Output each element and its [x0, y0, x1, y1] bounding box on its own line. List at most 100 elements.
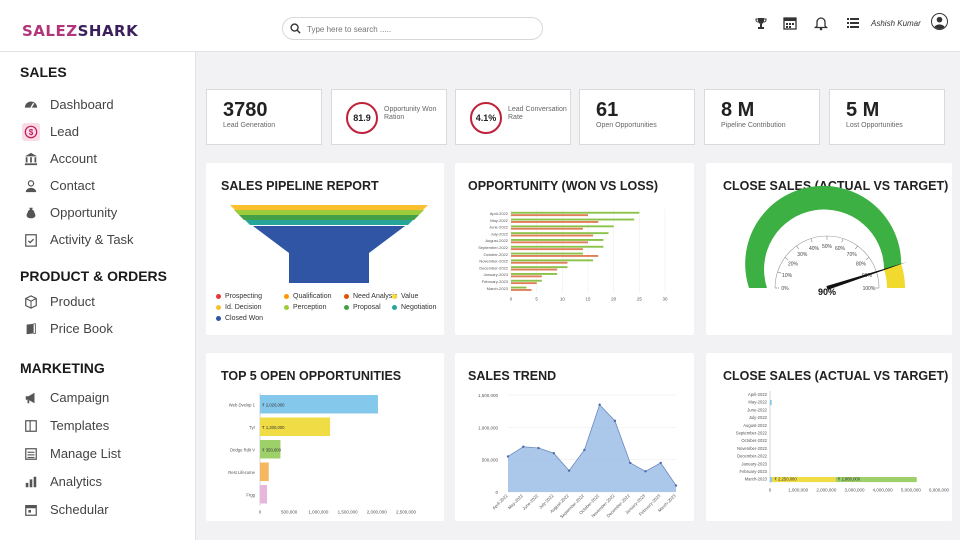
gauge-tick-label: 100%: [863, 286, 876, 292]
x-tick-label: 2,000,000: [816, 487, 837, 492]
card-title: CLOSE SALES (ACTUAL VS TARGET): [723, 179, 949, 193]
y-tick-label: Rest Lifecome: [228, 470, 255, 475]
x-tick-label: 1,500,000: [338, 510, 359, 515]
bar: [511, 273, 558, 275]
sidebar-item-campaign[interactable]: Campaign: [22, 388, 187, 408]
bar: [511, 234, 594, 237]
gauge-card: CLOSE SALES (ACTUAL VS TARGET) 0% 10% 20% 3…: [706, 163, 952, 335]
legend-swatch: [344, 293, 349, 299]
x-tick-label: 5: [535, 297, 538, 302]
gauge-tick: [777, 271, 782, 274]
close-sales-bar-card: CLOSE SALES (ACTUAL VS TARGET) 0 1,000,00…: [706, 353, 952, 521]
sidebar-item-product[interactable]: Product: [22, 292, 187, 312]
x-tick-label: April-2022: [491, 493, 509, 511]
sidebar-item-opportunity[interactable]: Opportunity: [22, 203, 187, 223]
data-point: [659, 461, 662, 465]
legend-item[interactable]: Need Analysis: [344, 293, 397, 300]
gauge-tick-label: 60%: [835, 246, 846, 252]
legend-swatch: [216, 293, 221, 299]
kpi-value: 81.9: [346, 102, 378, 134]
sidebar-item-schedular[interactable]: Schedular: [22, 500, 187, 520]
sidebar-item-activity-task[interactable]: Activity & Task: [22, 230, 187, 250]
y-tick-label: May-2022: [748, 400, 767, 405]
bar: [511, 286, 527, 289]
kpi-label: Lead Conversation Rate: [508, 106, 567, 121]
legend-item[interactable]: Closed Won: [216, 315, 263, 322]
menu-list-icon[interactable]: [845, 15, 861, 31]
bar: [511, 279, 542, 282]
y-tick-label: 0: [495, 490, 498, 495]
y-tick-label: Dridge Rdit V: [230, 447, 255, 452]
sidebar-item-label: Opportunity: [50, 205, 118, 220]
sidebar-item-price-book[interactable]: Price Book: [22, 319, 187, 339]
funnel-chart: [230, 205, 428, 283]
sidebar-item-dashboard[interactable]: Dashboard: [22, 95, 187, 115]
kpi-opportunity-won[interactable]: 81.9 Opportunity Won Ration: [331, 89, 447, 145]
y-tick-label: April-2022: [490, 211, 509, 216]
legend-item[interactable]: Id. Decision: [216, 304, 262, 311]
calendar-icon[interactable]: [782, 15, 798, 31]
bar: [511, 211, 640, 214]
sidebar-item-manage-list[interactable]: Manage List: [22, 444, 187, 464]
kpi-open-opportunities[interactable]: 61 Open Opportunities: [579, 89, 695, 145]
bar-label: ₹ 350,000: [262, 447, 282, 452]
x-tick-label: 1,000,000: [788, 487, 809, 492]
checklist-icon: [22, 231, 40, 249]
y-tick-label: 1,000,000: [478, 425, 499, 430]
bar: [511, 275, 542, 278]
y-tick-label: September-2022: [736, 431, 768, 436]
kpi-value: 3780: [223, 99, 268, 121]
trophy-icon[interactable]: [753, 15, 769, 31]
legend-item[interactable]: Proposal: [344, 304, 381, 311]
bar-label: ₹ 1,200,000: [262, 425, 285, 430]
sidebar-item-label: Manage List: [50, 446, 121, 461]
avatar[interactable]: [931, 13, 948, 30]
legend-item[interactable]: Perception: [284, 304, 326, 311]
user-name[interactable]: Ashish Kumar: [871, 19, 921, 28]
gauge-tick-label: 40%: [809, 246, 820, 252]
kpi-pipeline-contribution[interactable]: 8 M Pipeline Contribution: [704, 89, 820, 145]
legend-item[interactable]: Qualification: [284, 293, 332, 300]
logo[interactable]: SALEZSHARK: [22, 22, 138, 40]
search-input[interactable]: [307, 21, 527, 37]
sidebar-item-contact[interactable]: Contact: [22, 176, 187, 196]
gauge-tick-label: 80%: [856, 261, 867, 267]
y-tick-label: June-2022: [489, 225, 509, 230]
legend-label: Need Analysis: [353, 293, 398, 300]
y-tick-label: February-2023: [482, 279, 509, 284]
x-tick-label: 1,000,000: [308, 510, 329, 515]
gauge-tick: [865, 257, 870, 261]
y-tick-label: July-2022: [749, 415, 768, 420]
legend-label: Negotiation: [401, 304, 437, 311]
calendar-icon: [22, 501, 40, 519]
gauge-band: [884, 263, 905, 288]
legend-item[interactable]: Prospecting: [216, 293, 262, 300]
search-box[interactable]: [282, 17, 543, 40]
kpi-lead-generation[interactable]: 3780 Lead Generation: [206, 89, 322, 145]
bell-icon[interactable]: [813, 15, 829, 31]
bar: [511, 218, 635, 221]
sidebar-item-lead[interactable]: $ Lead: [22, 122, 187, 142]
template-icon: [22, 417, 40, 435]
kpi-value: 4.1%: [470, 102, 502, 134]
kpi-lead-conversion[interactable]: 4.1% Lead Conversation Rate: [455, 89, 571, 145]
x-tick-label: 3,000,000: [844, 487, 865, 492]
sidebar-item-label: Analytics: [50, 474, 103, 489]
sidebar-item-account[interactable]: Account: [22, 149, 187, 169]
legend-item[interactable]: Negotiation: [392, 304, 436, 311]
bar: [511, 232, 609, 235]
funnel-layer: [234, 210, 424, 215]
data-point: [522, 445, 525, 448]
trend-chart: 0500,0001,000,0001,500,000April-2022May-…: [478, 393, 678, 519]
data-point: [537, 446, 540, 450]
data-point: [613, 419, 617, 423]
legend-item[interactable]: Value: [392, 293, 418, 300]
bar: [511, 239, 604, 241]
sidebar-item-templates[interactable]: Templates: [22, 416, 187, 436]
x-tick-label: 4,000,000: [873, 487, 894, 492]
kpi-label: Opportunity Won Ration: [384, 106, 437, 121]
kpi-lost-opportunities[interactable]: 5 M Lost Opportunities: [829, 89, 945, 145]
sidebar-item-analytics[interactable]: Analytics: [22, 472, 187, 492]
kpi-label: Pipeline Contribution: [721, 122, 786, 129]
y-tick-label: January-2023: [741, 461, 767, 466]
